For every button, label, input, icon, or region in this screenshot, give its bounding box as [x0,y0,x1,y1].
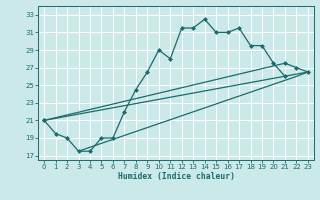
X-axis label: Humidex (Indice chaleur): Humidex (Indice chaleur) [117,172,235,181]
